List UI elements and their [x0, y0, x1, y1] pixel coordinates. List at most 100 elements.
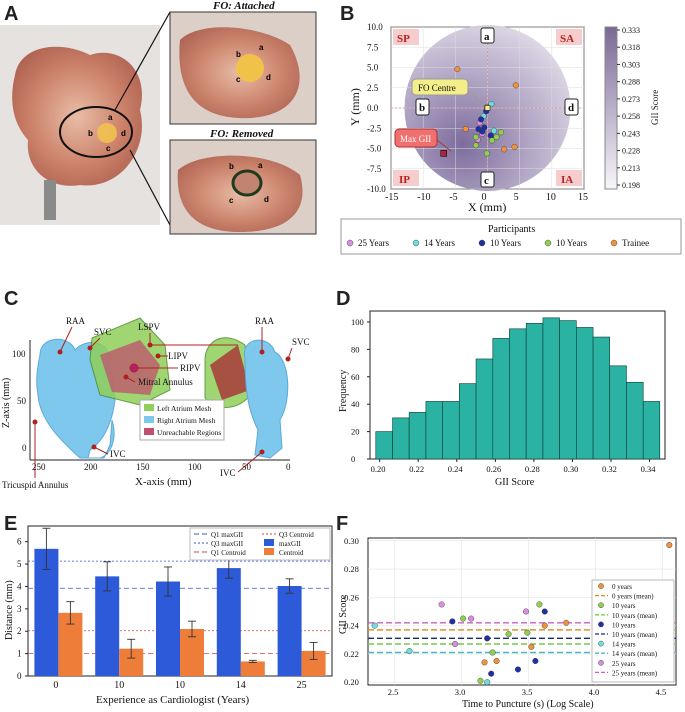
- f-xtick: 2.5: [388, 687, 399, 697]
- legend-c-ra: Right Atrium Mesh: [157, 416, 216, 425]
- legend-f-marker: [598, 602, 604, 609]
- colorbar-tick-label: 0.198: [622, 181, 640, 190]
- main-marker-d: d: [121, 129, 126, 138]
- histogram-bar: [592, 336, 610, 460]
- c-xtick-100: 100: [188, 462, 202, 472]
- colorbar-tick-label: 0.333: [622, 26, 640, 35]
- label-raa-left: RAA: [66, 316, 86, 326]
- c-ytick-100: 100: [12, 349, 26, 359]
- leader-dot: [87, 345, 93, 351]
- b-ytick: -10.0: [367, 184, 386, 194]
- edge-a-box: [480, 27, 495, 44]
- label-mitral-annulus: Mitral Annulus: [138, 377, 193, 387]
- inset-attached-marker-c: c: [236, 75, 241, 84]
- b-point: [454, 66, 461, 73]
- legend-c-swatch-ra: [144, 416, 154, 423]
- b-ytick: 7.5: [367, 42, 379, 52]
- colorbar: [604, 26, 618, 190]
- histogram-bar: [492, 338, 510, 460]
- f-point: [484, 635, 491, 642]
- quadrant-ip-bg: [393, 170, 419, 186]
- quadrant-ia-bg: [556, 170, 582, 186]
- e-xtick: 25: [297, 680, 307, 691]
- histogram-bar: [442, 401, 460, 460]
- d-xtick: 0.20: [371, 464, 386, 474]
- colorbar-tick-label: 0.318: [622, 43, 640, 52]
- histogram-bar: [559, 320, 577, 460]
- f-point: [541, 608, 548, 615]
- plot-d-ticks: 0.20 0.22 0.24 0.26 0.28 0.30 0.32 0.34 0 20 40 60 8…: [351, 317, 656, 474]
- panel-c: C Left Atrium Mesh Right Atrium Mesh Unr…: [1, 288, 310, 490]
- histogram-bar: [475, 358, 494, 460]
- b-xtick: -15: [385, 192, 398, 203]
- legend-e: [189, 527, 331, 561]
- d-xtick: 0.26: [486, 464, 501, 474]
- inset-attached-marker-b: b: [236, 50, 241, 59]
- b-ytick: 2.5: [367, 83, 379, 93]
- fo-centre-pointer: [467, 89, 488, 108]
- d-xtick: 0.32: [602, 464, 617, 474]
- edge-label-a: a: [484, 31, 490, 43]
- f-point: [438, 601, 445, 608]
- histogram-bar: [609, 365, 627, 460]
- b-point: [501, 146, 508, 153]
- leader-dot: [259, 349, 265, 355]
- f-point: [666, 542, 673, 549]
- d-xtick: 0.22: [409, 464, 424, 474]
- b-point: [493, 134, 500, 141]
- b-point: [462, 126, 469, 133]
- plot-c-ylabel: Z-axis (mm): [1, 378, 12, 428]
- e-bar-maxGII: [156, 581, 180, 676]
- legend-b-label: 10 Years: [490, 238, 522, 248]
- b-ytick: 10.0: [367, 22, 383, 32]
- fossa-ovalis-circle: [59, 106, 133, 158]
- legend-e-swatch: [264, 548, 274, 555]
- plot-f-points: [371, 542, 673, 686]
- fo-centre-marker: [484, 105, 491, 111]
- legend-c-ur: Unreachable Regions: [157, 428, 221, 437]
- plot-e-ylabel: Distance (mm): [4, 580, 15, 640]
- histogram-bar: [525, 323, 544, 460]
- b-xtick: -5: [449, 192, 457, 203]
- plot-e-bars: [34, 527, 326, 676]
- c-xtick-250: 250: [32, 462, 46, 472]
- colorbar-tick-label: 0.243: [622, 129, 640, 138]
- legend-b-marker: [412, 239, 420, 247]
- fo-attached-disc: [236, 54, 264, 82]
- leader-dot: [57, 349, 63, 355]
- f-ytick: 0.24: [344, 621, 360, 631]
- edge-b-box: [415, 98, 430, 116]
- f-point: [514, 666, 521, 673]
- b-point: [498, 129, 505, 136]
- e-xtick: 14: [236, 680, 246, 691]
- e-ytick: 3: [17, 604, 22, 614]
- b-point: [489, 137, 496, 144]
- f-xtick: 3.5: [522, 687, 533, 697]
- legend-f: [591, 579, 675, 683]
- d-ytick: 100: [351, 317, 364, 327]
- label-lspv: LSPV: [138, 322, 161, 332]
- edge-c-box: [480, 171, 495, 188]
- legend-b-items: 25 Years 14 Years 10 Years 10 Years Trainee: [346, 238, 649, 248]
- leader-ivc-right: [237, 451, 263, 473]
- legend-e-label: Q1 Centroid: [211, 549, 246, 557]
- legend-b-title: Participants: [488, 224, 535, 235]
- legend-b-marker: [610, 239, 618, 247]
- legend-c-swatch-ur: [144, 428, 154, 435]
- panel-e-letter: E: [4, 513, 17, 535]
- f-ytick: 0.28: [344, 564, 359, 574]
- panel-c-letter: C: [4, 288, 18, 310]
- legend-e-label: Q3 Centroid: [279, 531, 314, 539]
- f-point: [523, 608, 530, 615]
- e-xtick: 10: [175, 680, 185, 691]
- label-ripv: RIPV: [180, 363, 201, 373]
- leader-dot: [285, 356, 291, 362]
- b-point: [478, 116, 485, 123]
- quadrant-sp: SP: [397, 33, 410, 45]
- panel-f-letter: F: [336, 513, 348, 535]
- f-ytick: 0.22: [344, 649, 359, 659]
- ripv-dot: [129, 363, 139, 373]
- colorbar-tick-label: 0.213: [622, 164, 640, 173]
- legend-b-marker: [544, 239, 552, 247]
